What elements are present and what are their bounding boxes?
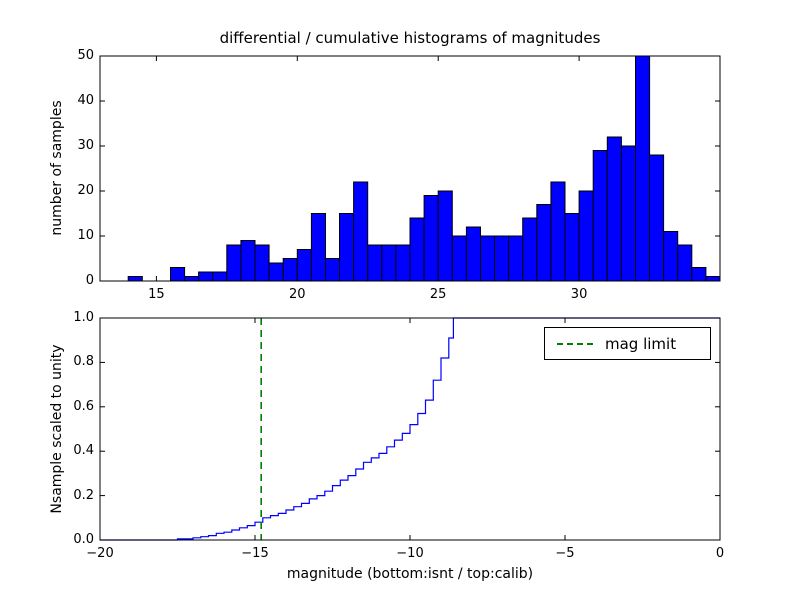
- tick-label: 0: [85, 273, 94, 288]
- tick-label: −5: [555, 546, 575, 561]
- histogram-bar: [353, 181, 369, 282]
- chart-title: differential / cumulative histograms of …: [219, 29, 601, 47]
- histogram-bar: [677, 244, 693, 282]
- histogram-bar: [395, 244, 411, 282]
- histogram-bar: [310, 213, 326, 282]
- histogram-bar: [240, 240, 256, 282]
- tick-label: 15: [148, 287, 165, 302]
- tick-label: 0.6: [73, 398, 94, 414]
- axes-frame: [99, 55, 721, 282]
- histogram-bar: [282, 258, 298, 282]
- histogram-bar: [480, 235, 496, 282]
- histogram-bar: [339, 213, 355, 282]
- histogram-bar: [451, 235, 467, 282]
- histogram-bar: [522, 217, 538, 282]
- histogram-bar: [508, 235, 524, 282]
- tick-label: 0.2: [73, 487, 94, 503]
- histogram-bar: [212, 271, 228, 282]
- histogram-bar: [409, 217, 425, 282]
- histogram-bar: [705, 276, 721, 282]
- histogram-bar: [465, 226, 481, 282]
- histogram-bar: [635, 55, 651, 282]
- histogram-bar: [606, 136, 622, 282]
- histogram-bar: [550, 181, 566, 282]
- histogram-bar: [536, 204, 552, 282]
- tick-label: 10: [77, 228, 94, 243]
- legend: mag limit: [544, 327, 711, 360]
- histogram-bar: [254, 244, 270, 282]
- tick-label: 30: [570, 287, 588, 302]
- tick-label: 20: [288, 287, 306, 302]
- tick-label: 0.4: [73, 443, 94, 459]
- cumulative-step-line: [100, 317, 720, 541]
- histogram-bar: [691, 267, 707, 282]
- histogram-bar: [226, 244, 242, 282]
- tick-label: 20: [77, 183, 94, 198]
- histogram-bar: [663, 231, 679, 282]
- tick-label: 0.8: [73, 354, 94, 370]
- histogram-bar: [649, 154, 665, 282]
- tick-label: 0.0: [73, 532, 94, 547]
- tick-label: −15: [241, 546, 269, 561]
- dashed-line-sample-icon: [557, 342, 593, 345]
- tick-label: −20: [86, 546, 114, 561]
- histogram-bar: [184, 276, 200, 282]
- tick-label: 0: [715, 546, 725, 561]
- histogram-bar: [198, 271, 214, 282]
- histogram-bar: [592, 150, 608, 282]
- histogram-bar: [268, 262, 284, 282]
- bottom-x-axis-label: magnitude (bottom:isnt / top:calib): [286, 566, 534, 582]
- tick-label: 30: [77, 138, 94, 153]
- histogram-bar: [437, 190, 453, 282]
- histogram-bar: [381, 244, 397, 282]
- histogram-bar: [620, 145, 637, 282]
- histogram-bar: [325, 258, 341, 282]
- histogram-bar: [367, 244, 383, 282]
- tick-label: 25: [429, 287, 447, 302]
- histogram-bar: [494, 235, 510, 282]
- histogram-bar: [578, 190, 594, 282]
- tick-label: −10: [396, 546, 424, 561]
- histogram-bar: [127, 276, 143, 282]
- tick-label: 40: [77, 93, 94, 108]
- histogram-bar: [564, 213, 580, 282]
- tick-label: 1.0: [73, 310, 94, 325]
- histogram-bar: [296, 249, 312, 282]
- histogram-bar: [170, 267, 186, 282]
- legend-label: mag limit: [605, 334, 677, 353]
- tick-label: 50: [77, 48, 94, 63]
- histogram-bar: [423, 195, 439, 282]
